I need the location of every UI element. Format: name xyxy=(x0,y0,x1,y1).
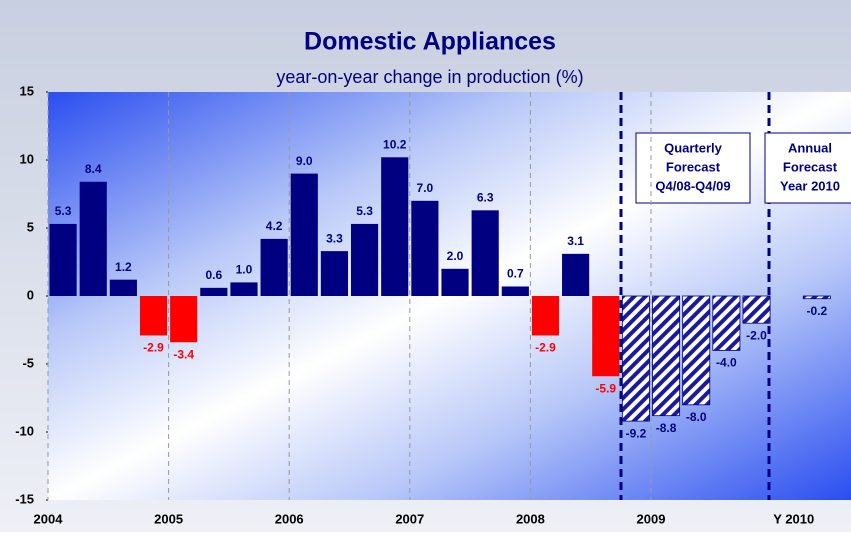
y-tick-label: 10 xyxy=(20,151,34,166)
bar xyxy=(531,296,560,336)
value-label: -2.9 xyxy=(143,341,164,355)
x-tick-label: 2008 xyxy=(516,511,545,526)
annotation: Year 2010 xyxy=(780,178,840,193)
y-tick-label: 0 xyxy=(27,287,34,302)
value-label: 4.2 xyxy=(266,219,283,233)
bar xyxy=(290,173,318,296)
value-label: 5.3 xyxy=(356,204,373,218)
bar xyxy=(562,253,590,296)
x-tick-label: Y 2010 xyxy=(773,511,814,526)
bar xyxy=(471,210,499,296)
bar xyxy=(351,223,379,296)
value-label: -8.8 xyxy=(656,421,677,435)
value-label: -4.0 xyxy=(716,356,737,370)
bar xyxy=(411,200,439,296)
bar xyxy=(682,295,711,406)
x-tick-label: 2006 xyxy=(275,511,304,526)
bar xyxy=(592,296,620,377)
value-label: 0.6 xyxy=(205,268,222,282)
annotation: Forecast xyxy=(783,159,838,174)
annotation: Q4/08-Q4/09 xyxy=(655,178,730,193)
bar xyxy=(49,223,77,296)
x-tick-label: 2005 xyxy=(154,511,183,526)
value-label: -8.0 xyxy=(686,410,707,424)
x-tick-label: 2007 xyxy=(395,511,424,526)
value-label: -9.2 xyxy=(626,426,647,440)
y-tick-label: 5 xyxy=(27,219,34,234)
x-tick-label: 2004 xyxy=(34,511,64,526)
bar xyxy=(802,295,831,300)
value-label: 9.0 xyxy=(296,154,313,168)
value-label: -3.4 xyxy=(173,347,194,361)
y-tick-label: -15 xyxy=(15,491,34,506)
value-label: 3.3 xyxy=(326,231,343,245)
value-label: -2.9 xyxy=(535,341,556,355)
bar xyxy=(441,268,469,296)
bar xyxy=(381,157,409,296)
value-label: 10.2 xyxy=(383,137,407,151)
bar xyxy=(260,238,288,296)
bar xyxy=(652,295,681,417)
value-label: 6.3 xyxy=(477,190,494,204)
chart-subtitle: year-on-year change in production (%) xyxy=(276,67,583,87)
value-label: 2.0 xyxy=(447,249,464,263)
value-label: 3.1 xyxy=(567,234,584,248)
y-tick-label: -5 xyxy=(22,355,34,370)
x-tick-label: 2009 xyxy=(637,511,666,526)
bar xyxy=(742,295,771,324)
bar xyxy=(109,279,137,296)
value-label: 8.4 xyxy=(85,162,102,176)
bar xyxy=(501,286,529,296)
chart-title: Domestic Appliances xyxy=(304,28,556,56)
annotation-box xyxy=(764,132,851,204)
bar xyxy=(79,181,107,296)
bar xyxy=(621,295,650,422)
value-label: -0.2 xyxy=(806,304,827,318)
bar xyxy=(320,251,348,296)
annotation: Forecast xyxy=(666,159,721,174)
value-label: 1.0 xyxy=(236,263,253,277)
bar xyxy=(230,282,258,296)
value-label: 7.0 xyxy=(417,181,434,195)
bar xyxy=(170,296,198,343)
value-label: 0.7 xyxy=(507,267,524,281)
value-label: 5.3 xyxy=(55,204,72,218)
value-label: 1.2 xyxy=(115,260,132,274)
annotation-box xyxy=(635,132,751,204)
y-tick-label: 15 xyxy=(20,83,34,98)
value-label: -2.0 xyxy=(746,328,767,342)
bar xyxy=(712,295,741,351)
bar xyxy=(200,287,228,296)
annotation: Quarterly xyxy=(664,140,723,155)
bar xyxy=(139,296,168,336)
value-label: -5.9 xyxy=(595,381,616,395)
y-tick-label: -10 xyxy=(15,423,34,438)
annotation: Annual xyxy=(788,140,832,155)
